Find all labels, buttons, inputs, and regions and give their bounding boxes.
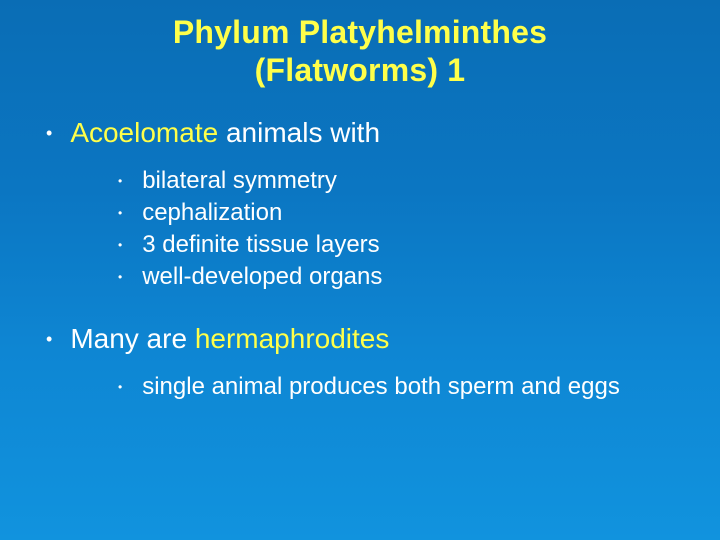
sub-bullet: • well-developed organs [118,262,680,292]
title-line-2: (Flatworms) 1 [255,52,466,88]
title-line-1: Phylum Platyhelminthes [173,14,547,50]
bullet-1: • Acoelomate animals with [46,116,680,150]
bullet-2: • Many are hermaphrodites [46,322,680,356]
slide-title: Phylum Platyhelminthes (Flatworms) 1 [40,14,680,90]
bullet-dot-icon: • [118,230,122,260]
bullet-2-highlight: hermaphrodites [195,323,390,354]
bullet-2-sublist: • single animal produces both sperm and … [118,372,680,402]
bullet-1-highlight: Acoelomate [70,117,218,148]
bullet-2-text: Many are hermaphrodites [70,322,389,356]
sub-bullet: • single animal produces both sperm and … [118,372,680,402]
bullet-dot-icon: • [118,372,122,402]
bullet-dot-icon: • [46,322,52,356]
sub-bullet-text: bilateral symmetry [142,166,337,196]
sub-bullet: • 3 definite tissue layers [118,230,680,260]
bullet-1-rest: animals with [218,117,380,148]
sub-bullet: • cephalization [118,198,680,228]
sub-bullet-text: 3 definite tissue layers [142,230,379,260]
sub-bullet-text: cephalization [142,198,282,228]
bullet-2-prefix: Many are [70,323,195,354]
slide: Phylum Platyhelminthes (Flatworms) 1 • A… [0,0,720,540]
sub-bullet: • bilateral symmetry [118,166,680,196]
bullet-1-sublist: • bilateral symmetry • cephalization • 3… [118,166,680,292]
bullet-dot-icon: • [118,262,122,292]
bullet-dot-icon: • [118,166,122,196]
bullet-1-text: Acoelomate animals with [70,116,380,150]
bullet-dot-icon: • [118,198,122,228]
bullet-dot-icon: • [46,116,52,150]
sub-bullet-text: single animal produces both sperm and eg… [142,372,620,402]
sub-bullet-text: well-developed organs [142,262,382,292]
